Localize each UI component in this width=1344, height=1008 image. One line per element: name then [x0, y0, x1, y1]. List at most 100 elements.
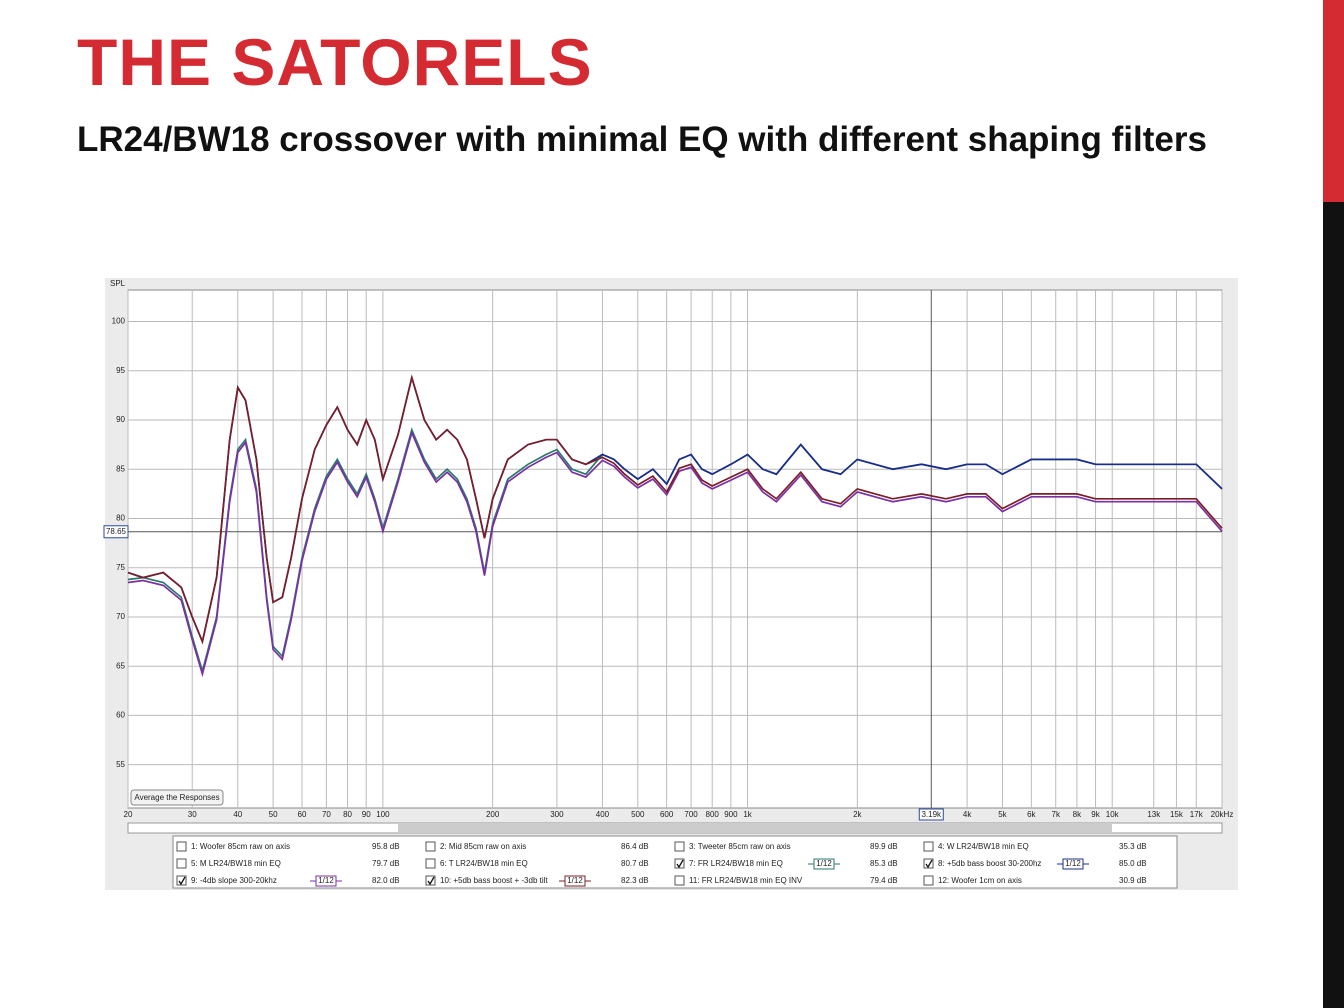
checkbox[interactable] — [176, 875, 187, 886]
response-line — [127, 430, 1223, 678]
button[interactable] — [130, 789, 224, 806]
side-bar — [1323, 202, 1344, 1008]
x-tick-label: 600 — [660, 810, 674, 819]
legend-level: 79.4 dB — [870, 876, 898, 885]
x-tick-label: 70 — [322, 810, 331, 819]
legend-label[interactable]: 6: T LR24/BW18 min EQ — [440, 859, 528, 868]
x-tick-label: 80 — [343, 810, 352, 819]
x-tick-label: 800 — [706, 810, 720, 819]
smoothing-label: 1/12 — [567, 876, 583, 885]
smoothing-badge[interactable] — [315, 875, 337, 887]
legend-level: 35.3 dB — [1119, 842, 1147, 851]
checkbox[interactable] — [425, 841, 436, 852]
smoothing-badge[interactable] — [813, 858, 835, 870]
cursor-y-box — [103, 525, 129, 539]
checkbox[interactable] — [176, 841, 187, 852]
x-tick-label: 900 — [724, 810, 738, 819]
legend-label[interactable]: 7: FR LR24/BW18 min EQ — [689, 859, 783, 868]
x-tick-label: 6k — [1027, 810, 1036, 819]
x-tick-label: 400 — [596, 810, 610, 819]
checkbox[interactable] — [674, 858, 685, 869]
legend-label[interactable]: 8: +5db bass boost 30-200hz — [938, 859, 1041, 868]
y-tick-label: 80 — [116, 514, 125, 523]
legend-level: 85.0 dB — [1119, 859, 1147, 868]
y-tick-label: 100 — [112, 317, 126, 326]
y-axis-label: SPL — [110, 279, 126, 288]
checkbox[interactable] — [674, 875, 685, 886]
y-tick-label: 60 — [116, 711, 125, 720]
cursor-x-label: 3.19k — [921, 810, 942, 819]
x-tick-label: 1k — [743, 810, 752, 819]
x-tick-label: 7k — [1052, 810, 1061, 819]
smoothing-badge[interactable] — [1062, 858, 1084, 870]
checkbox[interactable] — [923, 875, 934, 886]
y-tick-label: 85 — [116, 464, 125, 473]
legend-label[interactable]: 12: Woofer 1cm on axis — [938, 876, 1022, 885]
legend-label[interactable]: 10: +5db bass boost + -3db tilt — [440, 876, 548, 885]
checkbox[interactable] — [176, 858, 187, 869]
legend-label[interactable]: 4: W LR24/BW18 min EQ — [938, 842, 1029, 851]
x-tick-label: 90 — [362, 810, 371, 819]
smoothing-label: 1/12 — [318, 876, 334, 885]
smoothing-label: 1/12 — [816, 859, 832, 868]
smoothing-badge[interactable] — [564, 875, 586, 887]
checkbox[interactable] — [425, 875, 436, 886]
x-tick-label: 9k — [1091, 810, 1100, 819]
checkbox[interactable] — [923, 841, 934, 852]
legend-label[interactable]: 11: FR LR24/BW18 min EQ INV — [689, 876, 803, 885]
scrollbar-thumb[interactable] — [398, 824, 1112, 832]
legend-level: 80.7 dB — [621, 859, 649, 868]
x-tick-label: 13k — [1147, 810, 1161, 819]
check-mark — [427, 876, 435, 886]
check-mark — [676, 859, 684, 869]
legend-level: 82.0 dB — [372, 876, 400, 885]
x-tick-label: 50 — [269, 810, 278, 819]
button-label[interactable]: Average the Responses — [134, 793, 219, 802]
y-tick-label: 55 — [116, 760, 125, 769]
slide-title: THE SATORELS — [77, 25, 593, 99]
cursor-y-label: 78.65 — [106, 527, 127, 536]
slide-subtitle: LR24/BW18 crossover with minimal EQ with… — [77, 120, 1207, 159]
x-tick-label: 10k — [1106, 810, 1120, 819]
legend-level: 95.8 dB — [372, 842, 400, 851]
y-tick-label: 95 — [116, 366, 125, 375]
x-tick-label: 20kHz — [1211, 810, 1234, 819]
x-tick-label: 15k — [1170, 810, 1184, 819]
x-tick-label: 30 — [188, 810, 197, 819]
checkbox[interactable] — [674, 841, 685, 852]
x-tick-label: 500 — [631, 810, 645, 819]
legend-label[interactable]: 9: -4db slope 300-20khz — [191, 876, 277, 885]
check-mark — [925, 859, 933, 869]
response-line — [127, 374, 1223, 645]
checkbox[interactable] — [425, 858, 436, 869]
x-tick-label: 100 — [376, 810, 390, 819]
x-tick-label: 8k — [1073, 810, 1082, 819]
legend-label[interactable]: 1: Woofer 85cm raw on axis — [191, 842, 290, 851]
legend-label[interactable]: 5: M LR24/BW18 min EQ — [191, 859, 281, 868]
y-tick-label: 90 — [116, 415, 125, 424]
x-tick-label: 40 — [233, 810, 242, 819]
x-tick-label: 20 — [124, 810, 133, 819]
x-tick-label: 4k — [963, 810, 972, 819]
checkbox[interactable] — [923, 858, 934, 869]
legend-level: 85.3 dB — [870, 859, 898, 868]
x-tick-label: 17k — [1190, 810, 1204, 819]
legend-label[interactable]: 3: Tweeter 85cm raw on axis — [689, 842, 791, 851]
legend-level: 82.3 dB — [621, 876, 649, 885]
accent-bar — [1323, 0, 1344, 202]
check-mark — [178, 876, 186, 886]
y-tick-label: 70 — [116, 612, 125, 621]
x-tick-label: 5k — [998, 810, 1007, 819]
x-tick-label: 200 — [486, 810, 500, 819]
legend-level: 89.9 dB — [870, 842, 898, 851]
legend-level: 79.7 dB — [372, 859, 400, 868]
x-tick-label: 300 — [550, 810, 564, 819]
legend-label[interactable]: 2: Mid 85cm raw on axis — [440, 842, 526, 851]
cursor-x-box — [918, 808, 944, 821]
y-tick-label: 65 — [116, 661, 125, 670]
x-tick-label: 2k — [853, 810, 862, 819]
legend-level: 30.9 dB — [1119, 876, 1147, 885]
legend-level: 86.4 dB — [621, 842, 649, 851]
